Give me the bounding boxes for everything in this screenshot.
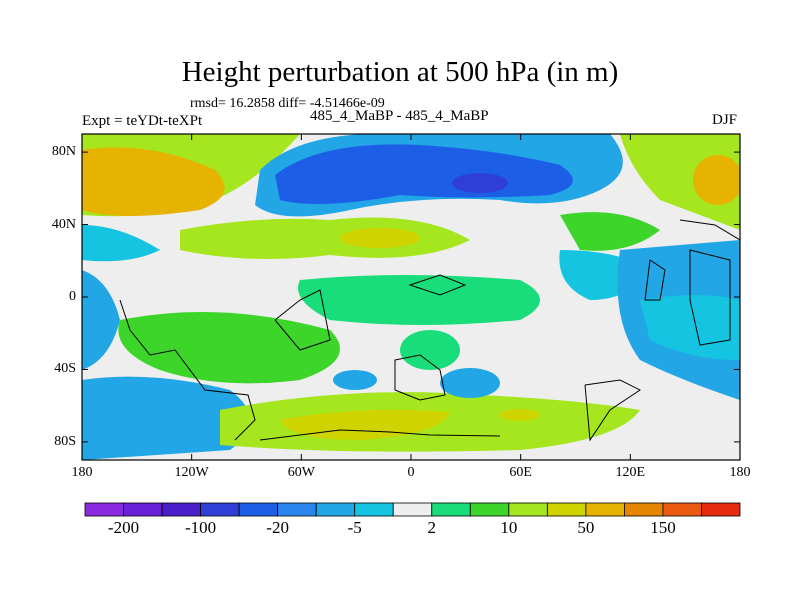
coastline: [584, 379, 641, 442]
contour-patch: [118, 312, 340, 384]
colorbar-swatch: [161, 502, 201, 517]
colorbar-swatch: [392, 502, 433, 517]
contour-fill-layer: [82, 134, 740, 460]
contour-patch: [333, 370, 377, 390]
colorbar-label: -5: [347, 518, 362, 537]
center-label: 485_4_MaBP - 485_4_MaBP: [310, 108, 489, 124]
contour-patch: [340, 228, 420, 248]
x-tick-label: 180: [71, 465, 93, 480]
colorbar-swatch: [624, 502, 664, 517]
left-label: Expt = teYDt-teXPt: [82, 113, 203, 129]
colorbar-swatch: [123, 502, 163, 517]
colorbar-label: -20: [266, 518, 289, 537]
coastline: [689, 249, 731, 346]
colorbar-swatch: [84, 502, 124, 517]
coastline: [394, 354, 446, 401]
tick-marks: [81, 134, 741, 460]
coastline-layer: [119, 219, 740, 442]
contour-patch: [298, 275, 540, 325]
contour-patch: [82, 225, 160, 262]
contour-patch: [500, 409, 540, 421]
x-tick-label: 180: [729, 465, 751, 480]
contour-patch: [640, 295, 740, 360]
contour-patch: [82, 270, 120, 370]
colorbar-swatch: [277, 502, 317, 517]
y-tick-label: 80N: [51, 144, 76, 160]
colorbar-swatch: [469, 502, 510, 517]
colorbar-swatch: [662, 502, 702, 517]
colorbar-swatch: [701, 502, 741, 517]
x-tick-label: 120E: [615, 465, 646, 480]
x-tick-label: 60W: [287, 465, 315, 480]
contour-patch: [693, 155, 740, 205]
colorbar-label: 150: [650, 518, 676, 537]
contour-patch: [440, 368, 500, 398]
coastline: [408, 274, 467, 296]
y-tick-label: 40S: [54, 361, 76, 377]
y-tick-label: 40N: [51, 216, 76, 232]
contour-patch: [180, 217, 470, 259]
coastline: [644, 259, 666, 301]
contour-patch: [400, 330, 460, 370]
x-tick-label: 60E: [509, 465, 532, 480]
colorbar-swatch: [585, 502, 625, 517]
colorbar-label: -200: [107, 518, 140, 537]
colorbar-label: -100: [184, 518, 217, 537]
colorbar-swatch: [431, 502, 471, 517]
contour-patch: [82, 380, 130, 420]
contour-patch: [452, 173, 508, 193]
colorbar-swatch: [546, 502, 587, 517]
coastline: [274, 289, 331, 351]
stats-text: rmsd= 16.2858 diff= -4.51466e-09: [190, 96, 385, 111]
coastline: [679, 219, 740, 241]
chart-title: Height perturbation at 500 hPa (in m): [181, 56, 619, 88]
contour-patch: [560, 212, 660, 251]
season-label: DJF: [712, 112, 738, 128]
colorbar-label: 50: [577, 518, 595, 537]
x-tick-label: 0: [407, 465, 415, 480]
y-tick-label: 80S: [54, 433, 76, 449]
coastline: [119, 299, 256, 441]
colorbar-swatch: [354, 502, 394, 517]
colorbar-swatch: [238, 502, 279, 517]
colorbar-label: 2: [427, 518, 437, 537]
y-tick-label: 0: [69, 289, 76, 304]
x-tick-label: 120W: [174, 465, 209, 480]
colorbar-label: 10: [500, 518, 518, 537]
colorbar-swatch: [315, 502, 356, 517]
colorbar-swatch: [200, 502, 240, 517]
contour-patch: [82, 147, 225, 216]
colorbar-swatch: [508, 502, 548, 517]
coastline: [259, 429, 501, 441]
